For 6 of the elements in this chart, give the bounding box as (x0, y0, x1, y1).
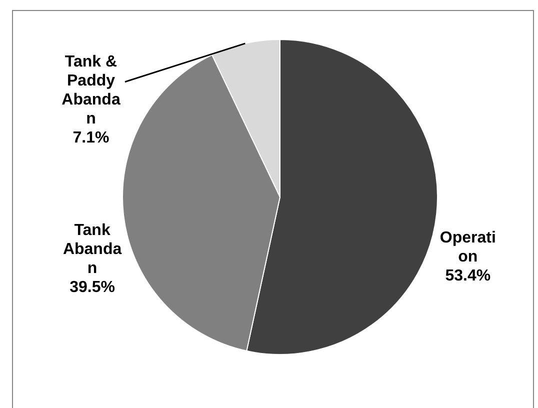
slice-label: Tank & Paddy Abandan (62, 53, 120, 128)
data-label: 7.1% (72, 129, 110, 146)
slice-label: Operation (440, 230, 496, 266)
data-label: 39.5% (70, 278, 115, 296)
data-label: 53.4% (445, 268, 491, 285)
slice-label: Tank Abandan (62, 222, 122, 277)
